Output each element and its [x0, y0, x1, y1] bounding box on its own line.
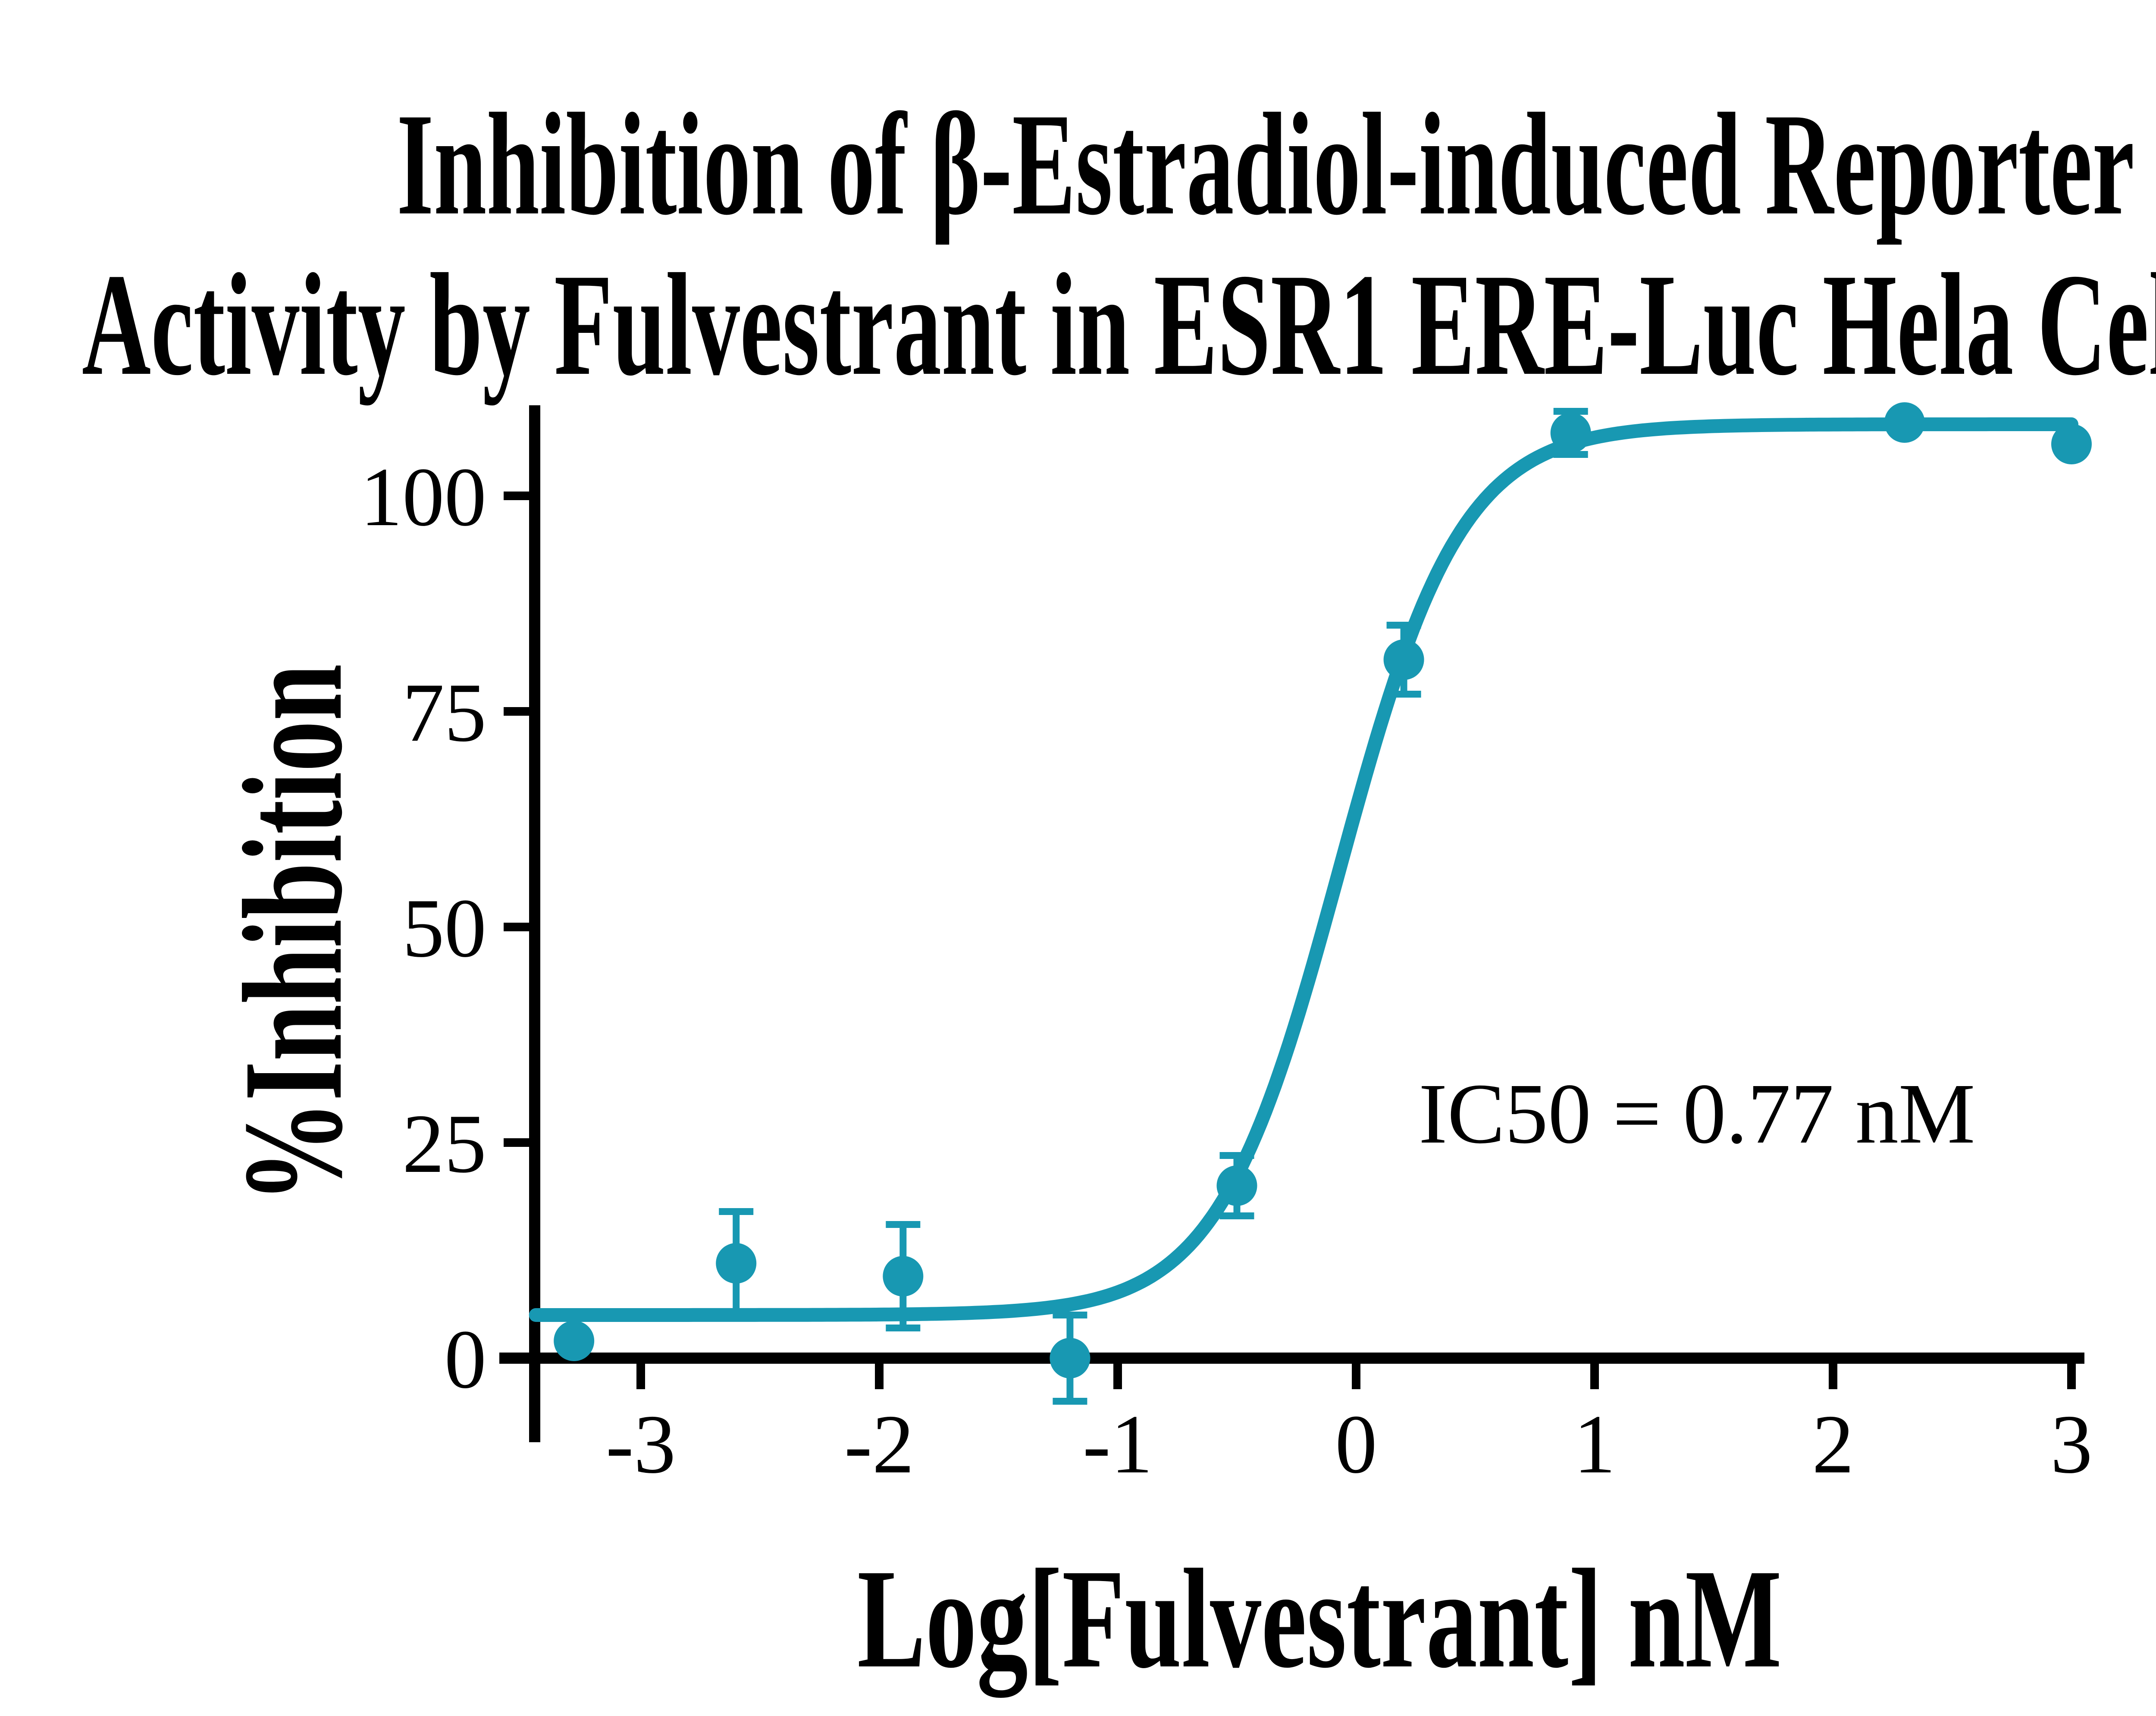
y-tick-label: 75: [402, 666, 486, 759]
data-point-marker: [1050, 1338, 1091, 1378]
plot-series: [529, 402, 2092, 1405]
data-point-marker: [883, 1256, 924, 1296]
axes: -3 -2 -1 0 1 2 3 0 25 50 75 100: [360, 405, 2093, 1491]
x-tick-label: 3: [2050, 1398, 2093, 1491]
chart-title-line1: Inhibition of β-Estradiol-induced Report…: [397, 83, 2134, 245]
fit-curve: [529, 417, 2078, 1322]
x-tick-label: -1: [1083, 1398, 1153, 1491]
x-tick-label: 2: [1812, 1398, 1854, 1491]
data-point-marker: [554, 1321, 595, 1361]
x-tick-label: 1: [1573, 1398, 1616, 1491]
y-tick-label: 25: [402, 1097, 486, 1190]
data-point-marker: [1216, 1165, 1257, 1206]
y-tick-label: 0: [445, 1313, 487, 1406]
y-axis-label: %Inhibition: [214, 664, 372, 1203]
x-tick-label: 0: [1335, 1398, 1377, 1491]
data-point-marker: [1550, 413, 1591, 453]
ic50-annotation: IC50 = 0.77 nM: [1419, 1066, 1975, 1162]
x-axis-label: Log[Fulvestrant] nM: [857, 1540, 1782, 1700]
x-tick-label: -2: [844, 1398, 914, 1491]
x-tick-label: -3: [606, 1398, 676, 1491]
data-point-marker: [2051, 424, 2092, 464]
data-point-marker: [716, 1243, 757, 1284]
data-point-marker: [1383, 639, 1424, 680]
chart-title-line2: Activity by Fulvestrant in ESR1 ERE-Luc …: [82, 243, 2156, 406]
y-tick-label: 100: [360, 451, 487, 544]
data-point-marker: [1884, 402, 1925, 443]
y-tick-label: 50: [402, 882, 486, 975]
